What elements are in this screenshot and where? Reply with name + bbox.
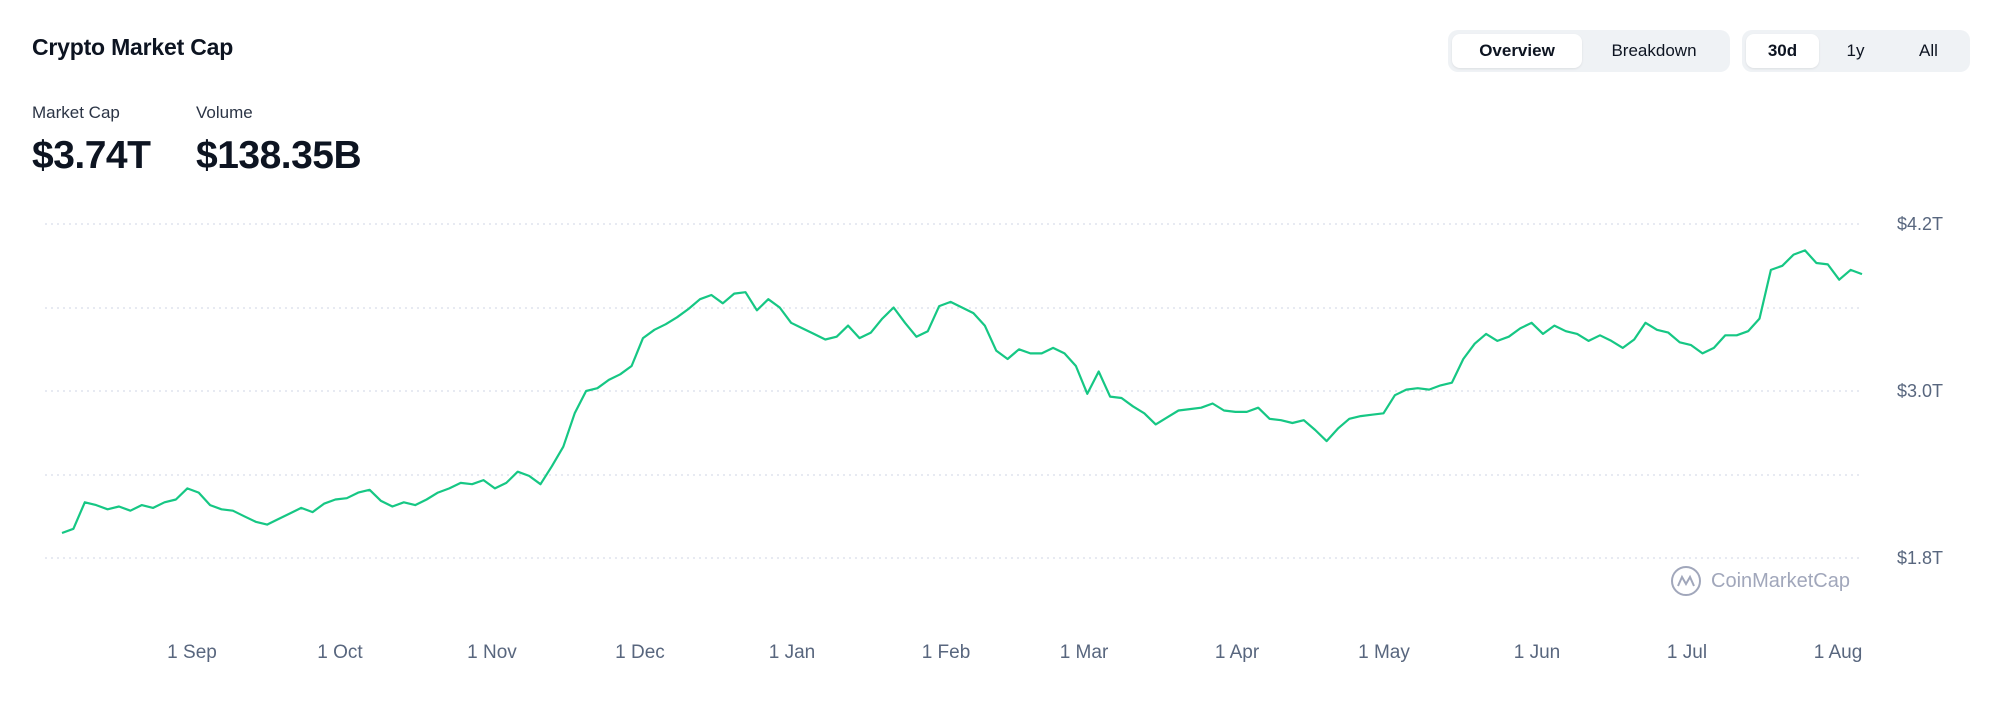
overview-tab[interactable]: Overview [1452,34,1582,68]
range-30d-button[interactable]: 30d [1746,34,1819,68]
y-tick-label: $1.8T [1897,548,1943,568]
view-toggle: Overview Breakdown [1448,30,1730,72]
watermark: CoinMarketCap [1671,566,1850,596]
volume-label: Volume [196,103,253,122]
x-tick-label: 1 Apr [1215,642,1260,663]
x-tick-label: 1 Jan [769,642,815,663]
x-tick-label: 1 Nov [467,642,517,663]
x-tick-label: 1 Feb [922,642,971,663]
market-cap-line [61,249,1863,535]
coinmarketcap-logo-icon [1671,566,1701,596]
market-cap-value: $3.74T [32,134,151,177]
page-title: Crypto Market Cap [32,34,234,60]
y-tick-label: $3.0T [1897,381,1943,401]
range-toggle: 30d 1y All [1742,30,1970,72]
market-cap-label: Market Cap [32,103,120,122]
x-tick-label: 1 Aug [1814,642,1863,663]
volume-value: $138.35B [196,134,362,177]
x-tick-label: 1 May [1358,642,1410,663]
x-tick-label: 1 Dec [615,642,665,663]
x-tick-label: 1 Jul [1667,642,1707,663]
y-tick-label: $4.2T [1897,214,1943,234]
watermark-text: CoinMarketCap [1711,569,1850,592]
range-1y-button[interactable]: 1y [1846,41,1865,60]
x-tick-label: 1 Sep [167,642,217,663]
x-tick-label: 1 Mar [1060,642,1109,663]
breakdown-tab[interactable]: Breakdown [1611,41,1697,60]
x-tick-label: 1 Jun [1514,642,1560,663]
x-tick-label: 1 Oct [317,642,363,663]
range-all-button[interactable]: All [1919,41,1938,60]
